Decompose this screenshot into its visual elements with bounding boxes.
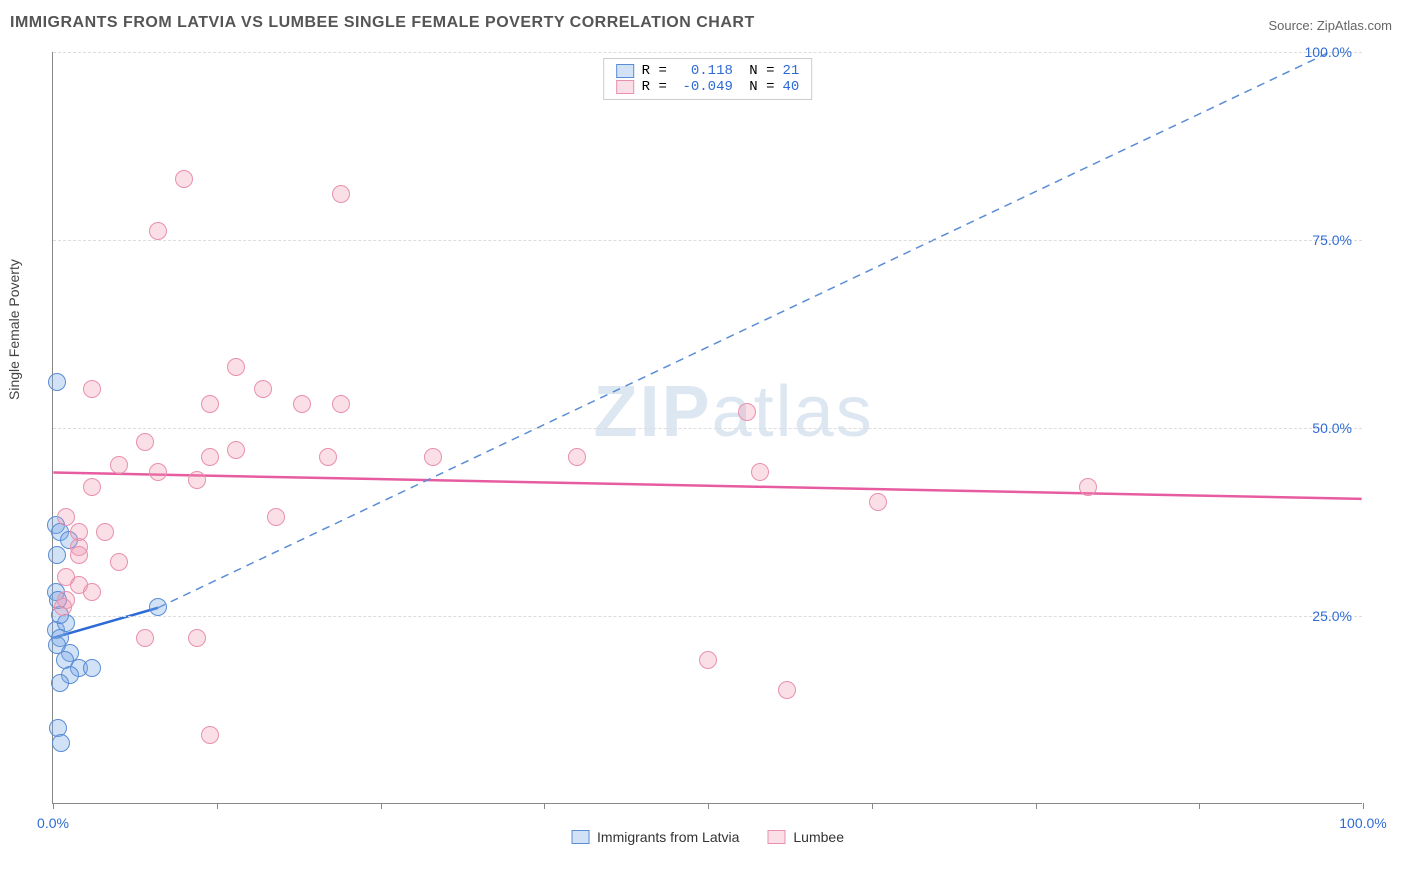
swatch-lumbee — [767, 830, 785, 844]
n-value-latvia: 21 — [783, 63, 800, 79]
data-point-lumbee — [293, 395, 311, 413]
legend-item-lumbee: Lumbee — [767, 829, 844, 845]
data-point-lumbee — [110, 553, 128, 571]
data-point-latvia — [48, 546, 66, 564]
data-point-lumbee — [254, 380, 272, 398]
data-point-lumbee — [83, 478, 101, 496]
data-point-lumbee — [227, 358, 245, 376]
chart-plot-area: ZIPatlas R = 0.118 N = 21 R = -0.049 N =… — [52, 52, 1362, 804]
data-point-lumbee — [751, 463, 769, 481]
data-point-lumbee — [136, 629, 154, 647]
grid-line — [53, 240, 1362, 241]
chart-title: IMMIGRANTS FROM LATVIA VS LUMBEE SINGLE … — [10, 14, 755, 32]
n-value-lumbee: 40 — [783, 79, 800, 95]
data-point-lumbee — [70, 546, 88, 564]
data-point-lumbee — [699, 651, 717, 669]
data-point-lumbee — [201, 395, 219, 413]
data-point-lumbee — [149, 463, 167, 481]
data-point-lumbee — [54, 598, 72, 616]
data-point-lumbee — [175, 170, 193, 188]
y-tick-label: 25.0% — [1312, 608, 1352, 624]
y-tick-label: 75.0% — [1312, 232, 1352, 248]
y-tick-label: 50.0% — [1312, 420, 1352, 436]
legend-row-lumbee: R = -0.049 N = 40 — [616, 79, 800, 95]
correlation-legend: R = 0.118 N = 21 R = -0.049 N = 40 — [603, 58, 813, 100]
y-axis-label: Single Female Poverty — [6, 259, 22, 400]
data-point-lumbee — [201, 448, 219, 466]
r-value-latvia: 0.118 — [675, 63, 733, 79]
swatch-latvia — [571, 830, 589, 844]
data-point-latvia — [149, 598, 167, 616]
data-point-latvia — [83, 659, 101, 677]
legend-item-latvia: Immigrants from Latvia — [571, 829, 739, 845]
source-attribution: Source: ZipAtlas.com — [1268, 18, 1392, 33]
data-point-latvia — [51, 674, 69, 692]
x-tick — [872, 803, 873, 809]
data-point-lumbee — [568, 448, 586, 466]
grid-line — [53, 616, 1362, 617]
x-tick — [53, 803, 54, 809]
x-tick — [381, 803, 382, 809]
data-point-lumbee — [96, 523, 114, 541]
x-tick — [1036, 803, 1037, 809]
legend-row-latvia: R = 0.118 N = 21 — [616, 63, 800, 79]
data-point-lumbee — [738, 403, 756, 421]
data-point-lumbee — [332, 185, 350, 203]
x-tick — [1363, 803, 1364, 809]
data-point-lumbee — [201, 726, 219, 744]
data-point-lumbee — [319, 448, 337, 466]
grid-line — [53, 428, 1362, 429]
legend-label-lumbee: Lumbee — [793, 829, 844, 845]
data-point-lumbee — [110, 456, 128, 474]
r-value-lumbee: -0.049 — [675, 79, 733, 95]
data-point-lumbee — [778, 681, 796, 699]
legend-label-latvia: Immigrants from Latvia — [597, 829, 739, 845]
data-point-lumbee — [57, 508, 75, 526]
x-tick — [544, 803, 545, 809]
data-point-lumbee — [267, 508, 285, 526]
x-tick-label: 100.0% — [1339, 815, 1386, 831]
x-tick-label: 0.0% — [37, 815, 69, 831]
swatch-lumbee — [616, 80, 634, 94]
x-tick — [708, 803, 709, 809]
grid-line — [53, 52, 1362, 53]
data-point-lumbee — [424, 448, 442, 466]
series-legend: Immigrants from Latvia Lumbee — [571, 829, 844, 845]
data-point-lumbee — [1079, 478, 1097, 496]
data-point-lumbee — [188, 471, 206, 489]
x-tick — [1199, 803, 1200, 809]
data-point-latvia — [52, 734, 70, 752]
data-point-lumbee — [188, 629, 206, 647]
watermark-logo: ZIPatlas — [594, 371, 874, 453]
data-point-latvia — [48, 373, 66, 391]
data-point-lumbee — [332, 395, 350, 413]
x-tick — [217, 803, 218, 809]
data-point-lumbee — [136, 433, 154, 451]
data-point-lumbee — [149, 222, 167, 240]
swatch-latvia — [616, 64, 634, 78]
data-point-lumbee — [83, 583, 101, 601]
y-tick-label: 100.0% — [1305, 44, 1352, 60]
data-point-lumbee — [227, 441, 245, 459]
data-point-lumbee — [869, 493, 887, 511]
data-point-lumbee — [83, 380, 101, 398]
